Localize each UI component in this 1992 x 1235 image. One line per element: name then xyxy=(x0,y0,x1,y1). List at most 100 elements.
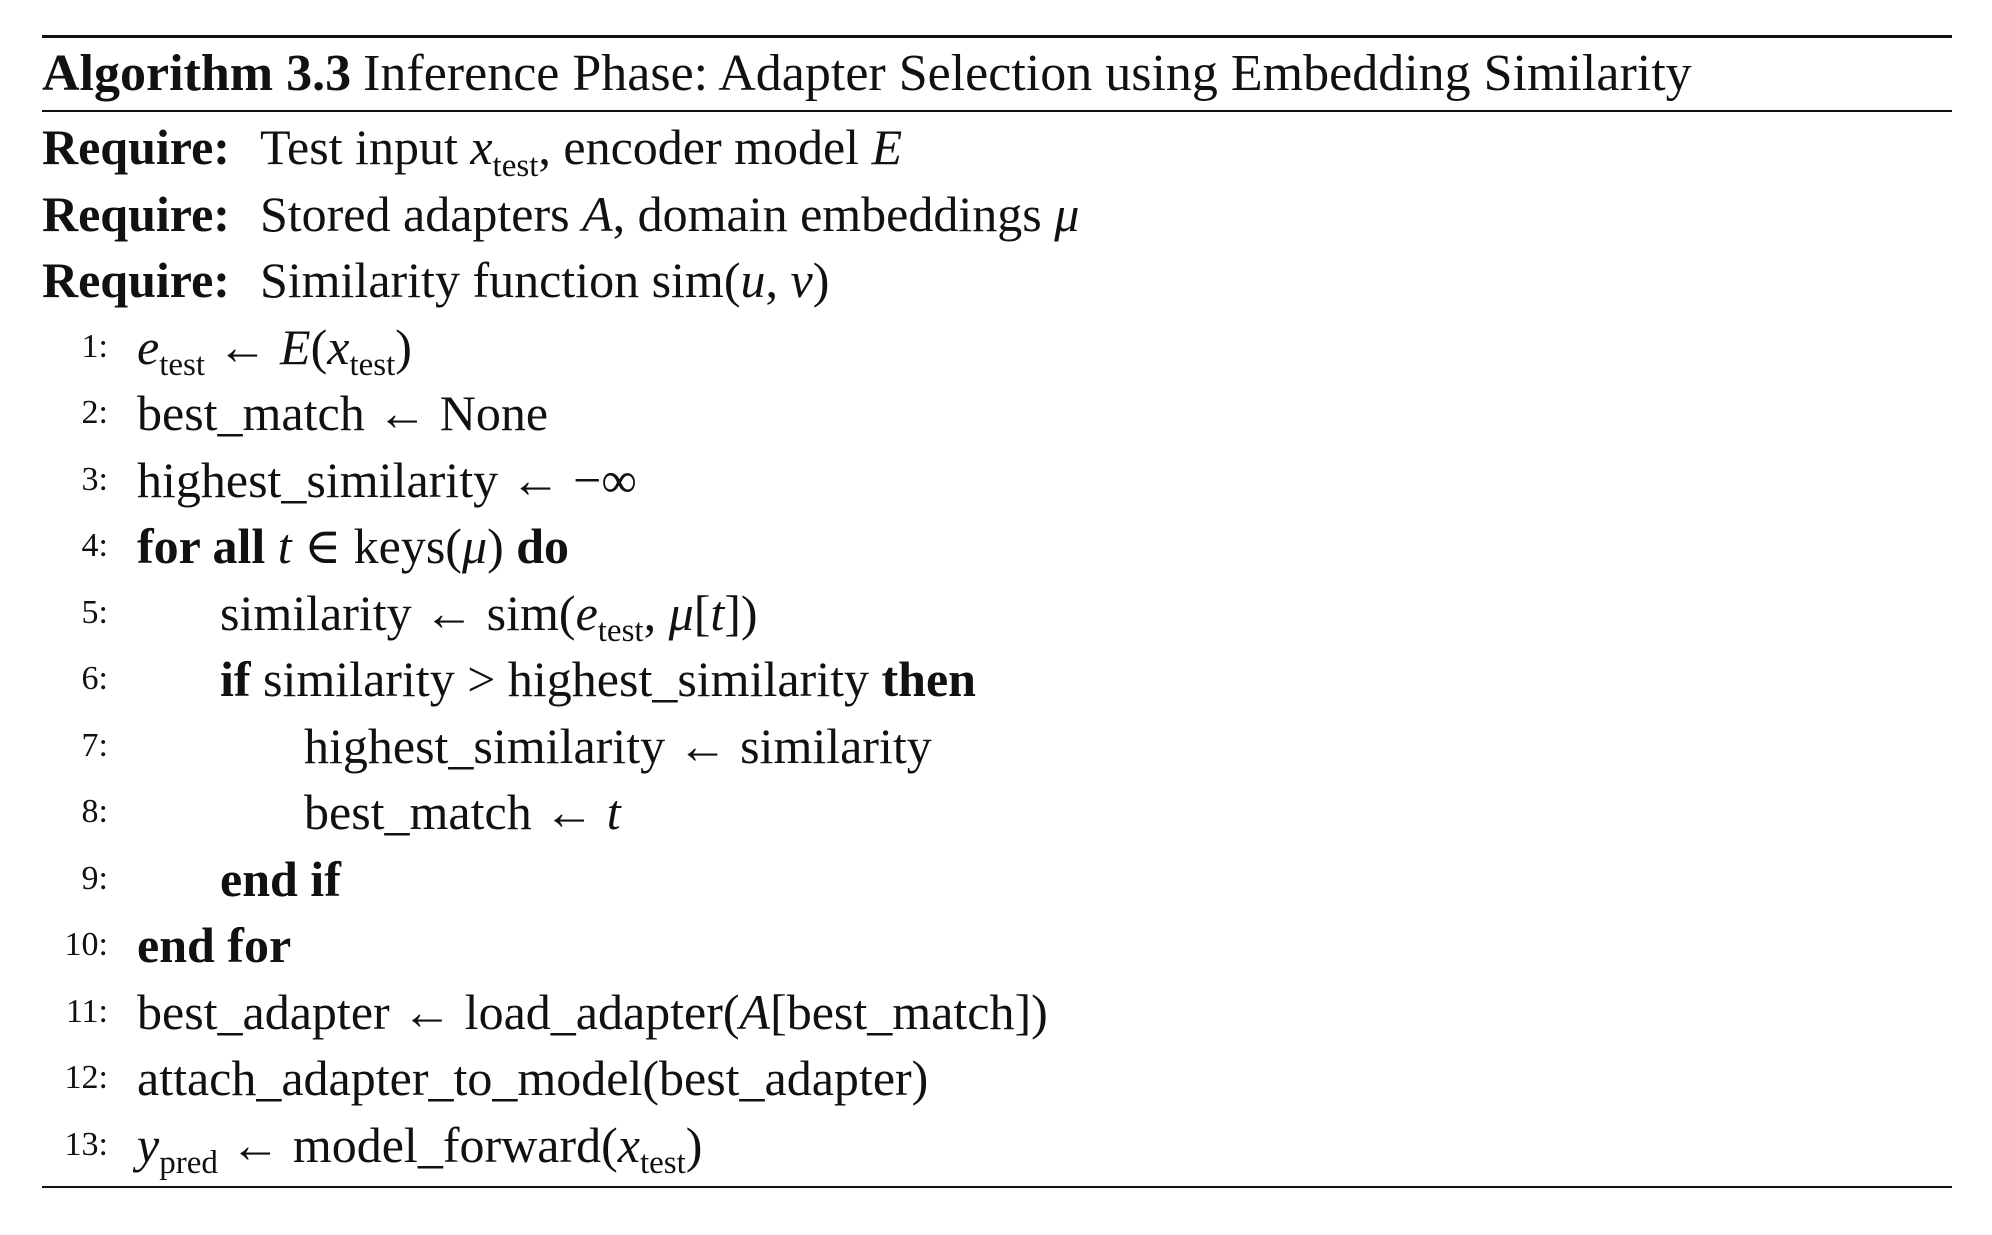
header-rule xyxy=(42,110,1952,112)
line-number: 8: xyxy=(81,793,108,830)
keyword-end-if: end if xyxy=(220,850,341,907)
algorithm-header: Algorithm 3.3 Inference Phase: Adapter Se… xyxy=(42,38,1952,110)
algorithm-step-6: 6: if similarity > highest_similarity th… xyxy=(42,646,1952,713)
step-text: ∈ keys( xyxy=(291,518,462,574)
math-var: x xyxy=(470,119,493,175)
require-text: Similarity function sim( xyxy=(259,252,741,308)
step-code: for all t ∈ keys(μ) do xyxy=(137,513,569,580)
math-var: μ xyxy=(668,584,694,641)
algorithm-step-8: 8: best_match ← t xyxy=(42,779,1952,846)
math-var: t xyxy=(277,518,292,574)
require-text: Test input xyxy=(259,119,471,175)
math-subscript: test xyxy=(639,1145,686,1182)
step-text: ]) xyxy=(724,584,758,641)
line-number: 7: xyxy=(81,726,108,764)
assign-arrow: ← xyxy=(424,584,475,641)
math-var: v xyxy=(790,252,813,308)
step-text: ) xyxy=(685,1116,703,1173)
math-var: A xyxy=(739,983,771,1040)
step-code: highest_similarity ← similarity xyxy=(304,713,932,780)
math-var: μ xyxy=(1054,185,1080,242)
step-code: end if xyxy=(220,846,341,913)
step-lhs: highest_similarity xyxy=(137,451,499,508)
require-keyword: Require: xyxy=(42,119,230,175)
keyword-end-for: end for xyxy=(137,917,292,973)
algorithm-label: Algorithm 3.3 xyxy=(42,45,352,102)
line-number: 10: xyxy=(64,926,108,963)
math-sep: , xyxy=(765,252,791,308)
math-subscript: test xyxy=(597,613,644,650)
assign-arrow: ← xyxy=(544,784,595,840)
step-text: similarity > highest_similarity xyxy=(250,651,882,707)
require-text: , encoder model xyxy=(538,119,872,175)
require-line-3: Require: Similarity function sim(u, v) xyxy=(42,247,1952,314)
math-subscript: test xyxy=(159,347,206,384)
require-keyword: Require: xyxy=(42,252,230,308)
assign-arrow: ← xyxy=(217,318,268,375)
algorithm-step-9: 9: end if xyxy=(42,846,1952,913)
keyword-do: do xyxy=(516,518,570,574)
algorithm-title: Inference Phase: Adapter Selection using… xyxy=(363,45,1692,102)
require-text: Stored adapters xyxy=(259,185,583,242)
require-line-2: Require: Stored adapters A, domain embedd… xyxy=(42,181,1952,248)
algorithm-step-13: 13: ypred ← model_forward(xtest) xyxy=(42,1112,1952,1182)
require-keyword: Require: xyxy=(42,185,230,242)
step-code: end for xyxy=(137,912,291,979)
algorithm-body: Require: Test input xtest, encoder model … xyxy=(42,112,1952,1186)
step-lhs: best_match xyxy=(304,784,532,840)
line-number: 2: xyxy=(81,394,108,431)
math-subscript: test xyxy=(492,147,539,184)
assign-arrow: ← xyxy=(377,385,428,441)
step-text: model_forward( xyxy=(292,1116,618,1173)
assign-arrow: ← xyxy=(510,451,561,508)
math-var: E xyxy=(280,318,311,375)
step-lhs: best_adapter xyxy=(137,983,390,1040)
line-number: 12: xyxy=(64,1059,108,1096)
keyword-then: then xyxy=(881,651,976,707)
line-number: 4: xyxy=(81,527,108,564)
step-lhs: highest_similarity xyxy=(304,717,666,774)
math-subscript: pred xyxy=(159,1145,218,1182)
step-code: best_match ← t xyxy=(304,779,621,846)
math-var: x xyxy=(617,1116,640,1173)
line-number: 1: xyxy=(81,327,108,365)
algorithm-step-10: 10: end for xyxy=(42,912,1952,979)
step-code: best_adapter ← load_adapter(A[best_match… xyxy=(137,979,1048,1046)
step-code: best_match ← None xyxy=(137,380,548,447)
math-var: e xyxy=(575,584,598,641)
math-var: y xyxy=(137,1116,160,1173)
line-number: 5: xyxy=(81,593,108,631)
algorithm-step-3: 3: highest_similarity ← −∞ xyxy=(42,447,1952,514)
require-line-1: Require: Test input xtest, encoder model … xyxy=(42,114,1952,184)
step-text: , xyxy=(643,584,669,641)
step-text: sim( xyxy=(486,584,576,641)
line-number: 9: xyxy=(81,859,108,897)
line-number: 13: xyxy=(64,1125,108,1163)
math-var: t xyxy=(606,784,621,840)
step-code: ypred ← model_forward(xtest) xyxy=(137,1112,703,1182)
step-rhs: similarity xyxy=(740,717,932,774)
math-var: A xyxy=(582,185,613,242)
step-lhs: best_match xyxy=(137,385,365,441)
math-var: μ xyxy=(461,518,488,574)
step-text: [ xyxy=(693,584,711,641)
assign-arrow: ← xyxy=(677,717,728,774)
step-rhs: −∞ xyxy=(573,451,637,508)
assign-arrow: ← xyxy=(402,983,453,1040)
line-number: 11: xyxy=(65,992,108,1030)
step-text: load_adapter( xyxy=(464,983,740,1040)
keyword-for-all: for all xyxy=(137,518,266,574)
require-text: ) xyxy=(812,252,830,308)
paren: ) xyxy=(487,518,504,574)
algorithm-step-7: 7: highest_similarity ← similarity xyxy=(42,713,1952,780)
math-var: E xyxy=(871,119,903,175)
step-rhs: None xyxy=(439,385,549,441)
math-var: u xyxy=(740,252,766,308)
step-code: attach_adapter_to_model(best_adapter) xyxy=(137,1045,928,1112)
math-var: t xyxy=(710,584,725,641)
algorithm-step-11: 11: best_adapter ← load_adapter(A[best_m… xyxy=(42,979,1952,1046)
paren: ( xyxy=(310,318,328,375)
step-code: if similarity > highest_similarity then xyxy=(220,646,976,713)
require-text: , domain embeddings xyxy=(612,185,1055,242)
math-var: e xyxy=(137,318,160,375)
